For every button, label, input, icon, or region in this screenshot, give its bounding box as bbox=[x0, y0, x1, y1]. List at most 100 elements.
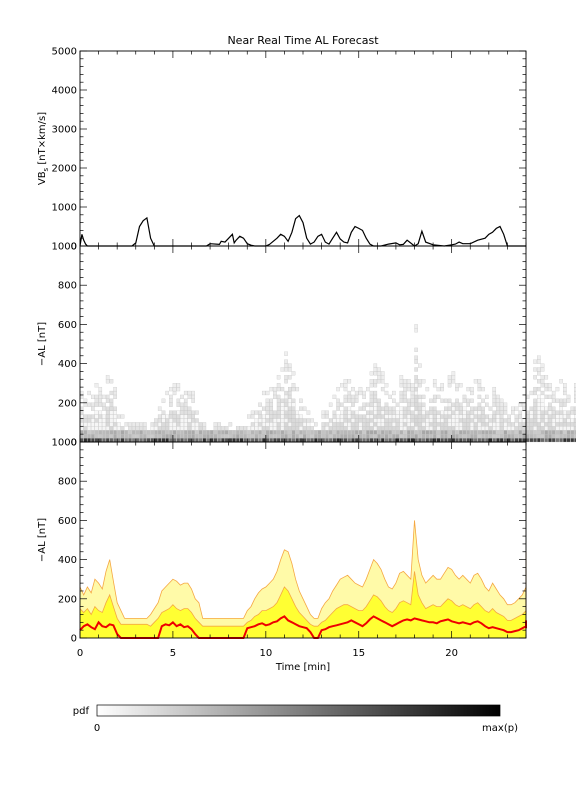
heatmap-cell bbox=[477, 422, 482, 427]
heatmap-cell bbox=[354, 390, 359, 396]
heatmap-cell bbox=[570, 426, 575, 431]
heatmap-cell bbox=[276, 402, 281, 407]
heatmap-cell bbox=[83, 430, 88, 435]
heatmap-cell bbox=[232, 430, 236, 435]
heatmap-cell bbox=[213, 430, 218, 435]
heatmap-cell bbox=[310, 434, 314, 439]
heatmap-cell bbox=[481, 398, 485, 403]
heatmap-cell bbox=[540, 437, 545, 443]
heatmap-cell bbox=[537, 414, 541, 419]
heatmap-cell bbox=[399, 422, 404, 427]
y-tick-label: 0 bbox=[71, 242, 77, 253]
heatmap-cell bbox=[533, 414, 537, 419]
heatmap-cell bbox=[447, 414, 452, 419]
heatmap-cell bbox=[492, 394, 497, 400]
heatmap-cell bbox=[150, 434, 155, 439]
heatmap-cell bbox=[291, 410, 296, 415]
heatmap-cell bbox=[161, 410, 166, 415]
heatmap-cell bbox=[195, 430, 199, 435]
heatmap-cell bbox=[276, 426, 281, 431]
heatmap-cell bbox=[451, 418, 456, 423]
heatmap-cell bbox=[91, 426, 95, 431]
heatmap-cell bbox=[481, 386, 485, 392]
heatmap-cell bbox=[358, 437, 363, 443]
heatmap-cell bbox=[462, 398, 467, 403]
heatmap-cell bbox=[477, 402, 482, 407]
heatmap-cell bbox=[511, 426, 515, 431]
heatmap-cell bbox=[399, 394, 404, 400]
heatmap-cell bbox=[492, 414, 497, 419]
heatmap-cell bbox=[537, 406, 541, 411]
heatmap-cell bbox=[414, 367, 418, 372]
heatmap-cell bbox=[172, 437, 177, 443]
heatmap-cell bbox=[247, 414, 251, 419]
heatmap-cell bbox=[559, 430, 563, 435]
heatmap-cell bbox=[321, 437, 326, 443]
heatmap-cell bbox=[366, 437, 370, 443]
heatmap-cell bbox=[276, 422, 281, 427]
colorbar-label: pdf bbox=[73, 706, 90, 717]
heatmap-cell bbox=[369, 379, 374, 384]
heatmap-cell bbox=[421, 394, 426, 400]
heatmap-cell bbox=[373, 437, 378, 443]
heatmap-cell bbox=[314, 422, 318, 427]
heatmap-cell bbox=[354, 434, 359, 439]
heatmap-cell bbox=[258, 418, 262, 423]
heatmap-cell bbox=[180, 422, 184, 427]
heatmap-cell bbox=[537, 355, 541, 360]
heatmap-cell bbox=[228, 422, 233, 427]
heatmap-cell bbox=[191, 422, 195, 427]
heatmap-cell bbox=[91, 430, 95, 435]
heatmap-cell bbox=[373, 383, 378, 388]
heatmap-cell bbox=[380, 422, 385, 427]
heatmap-cell bbox=[157, 418, 162, 423]
heatmap-cell bbox=[514, 437, 519, 443]
heatmap-cell bbox=[514, 418, 519, 423]
heatmap-cell bbox=[399, 434, 404, 439]
heatmap-cell bbox=[540, 379, 545, 384]
heatmap-cell bbox=[414, 434, 418, 439]
heatmap-cell bbox=[102, 418, 106, 423]
heatmap-cell bbox=[109, 434, 114, 439]
heatmap-cell bbox=[529, 430, 534, 435]
heatmap-cell bbox=[351, 386, 355, 392]
heatmap-cell bbox=[165, 422, 169, 427]
heatmap-cell bbox=[139, 430, 143, 435]
heatmap-cell bbox=[351, 437, 355, 443]
heatmap-cell bbox=[180, 418, 184, 423]
heatmap-cell bbox=[403, 418, 407, 423]
heatmap-cell bbox=[187, 430, 192, 435]
heatmap-cell bbox=[202, 430, 207, 435]
heatmap-cell bbox=[183, 418, 188, 423]
heatmap-cell bbox=[455, 426, 459, 431]
heatmap-cell bbox=[161, 430, 166, 435]
heatmap-cell bbox=[447, 402, 452, 407]
heatmap-cell bbox=[533, 390, 537, 396]
heatmap-cell bbox=[187, 394, 192, 400]
heatmap-cell bbox=[87, 434, 91, 439]
heatmap-cell bbox=[325, 422, 329, 427]
heatmap-cell bbox=[473, 426, 478, 431]
heatmap-cell bbox=[484, 430, 489, 435]
heatmap-cell bbox=[109, 422, 114, 427]
heatmap-cell bbox=[302, 418, 307, 423]
heatmap-cell bbox=[406, 422, 411, 427]
heatmap-cell bbox=[432, 379, 437, 384]
heatmap-cell bbox=[436, 414, 441, 419]
heatmap-cell bbox=[340, 418, 344, 423]
heatmap-cell bbox=[563, 386, 567, 392]
heatmap-cell bbox=[94, 398, 99, 403]
heatmap-cell bbox=[548, 383, 552, 388]
heatmap-cell bbox=[180, 434, 184, 439]
heatmap-cell bbox=[109, 430, 114, 435]
heatmap-cell bbox=[473, 414, 478, 419]
heatmap-cell bbox=[414, 347, 418, 352]
al-pdf-y-axis-label: −AL [nT] bbox=[37, 322, 48, 366]
heatmap-cell bbox=[403, 410, 407, 415]
heatmap-cell bbox=[79, 437, 84, 443]
heatmap-cell bbox=[124, 437, 129, 443]
heatmap-cell bbox=[518, 437, 523, 443]
heatmap-cell bbox=[466, 430, 470, 435]
heatmap-cell bbox=[537, 434, 541, 439]
heatmap-cell bbox=[462, 410, 467, 415]
